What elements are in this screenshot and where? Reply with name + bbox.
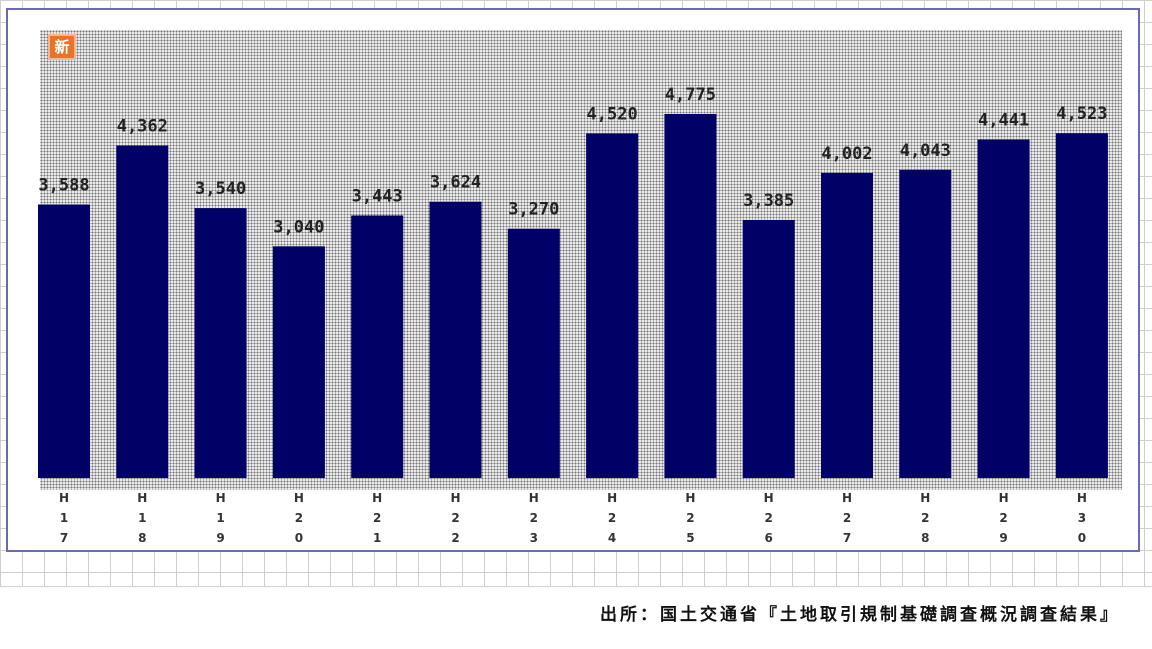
- bar-H21: [351, 215, 404, 478]
- bar-H20: [272, 246, 325, 478]
- value-label-H20: 3,040: [273, 217, 324, 237]
- bar-H27: [821, 172, 873, 478]
- value-label-H18: 4,362: [117, 117, 168, 137]
- value-label-H30: 4,523: [1056, 104, 1107, 124]
- value-label-H23: 3,270: [508, 200, 559, 220]
- value-label-H17: 3,588: [38, 176, 89, 196]
- bar-H22: [429, 201, 482, 478]
- value-label-H29: 4,441: [978, 111, 1029, 131]
- value-label-H19: 3,540: [195, 179, 246, 199]
- bar-H30: [1055, 133, 1108, 478]
- footer-area: [0, 586, 1152, 649]
- bar-H23: [507, 228, 560, 478]
- logo-text: 新: [54, 38, 70, 56]
- source-note: 出所：国土交通省『土地取引規制基礎調査概況調査結果』: [600, 605, 1120, 625]
- bar-H28: [899, 169, 952, 479]
- logo-badge: 新: [48, 34, 76, 60]
- bar-H25: [664, 114, 717, 478]
- bar-H17: [38, 204, 90, 478]
- value-label-H28: 4,043: [900, 141, 951, 161]
- value-label-H26: 3,385: [743, 191, 794, 211]
- value-label-H25: 4,775: [665, 85, 716, 105]
- bar-H26: [742, 220, 795, 478]
- bar-H29: [977, 139, 1030, 478]
- bar-H19: [194, 208, 247, 478]
- bar-H18: [116, 145, 169, 478]
- value-label-H27: 4,002: [821, 144, 872, 164]
- value-label-H22: 3,624: [430, 173, 481, 193]
- value-label-H21: 3,443: [352, 187, 403, 207]
- bar-H24: [586, 133, 639, 478]
- value-label-H24: 4,520: [587, 104, 638, 124]
